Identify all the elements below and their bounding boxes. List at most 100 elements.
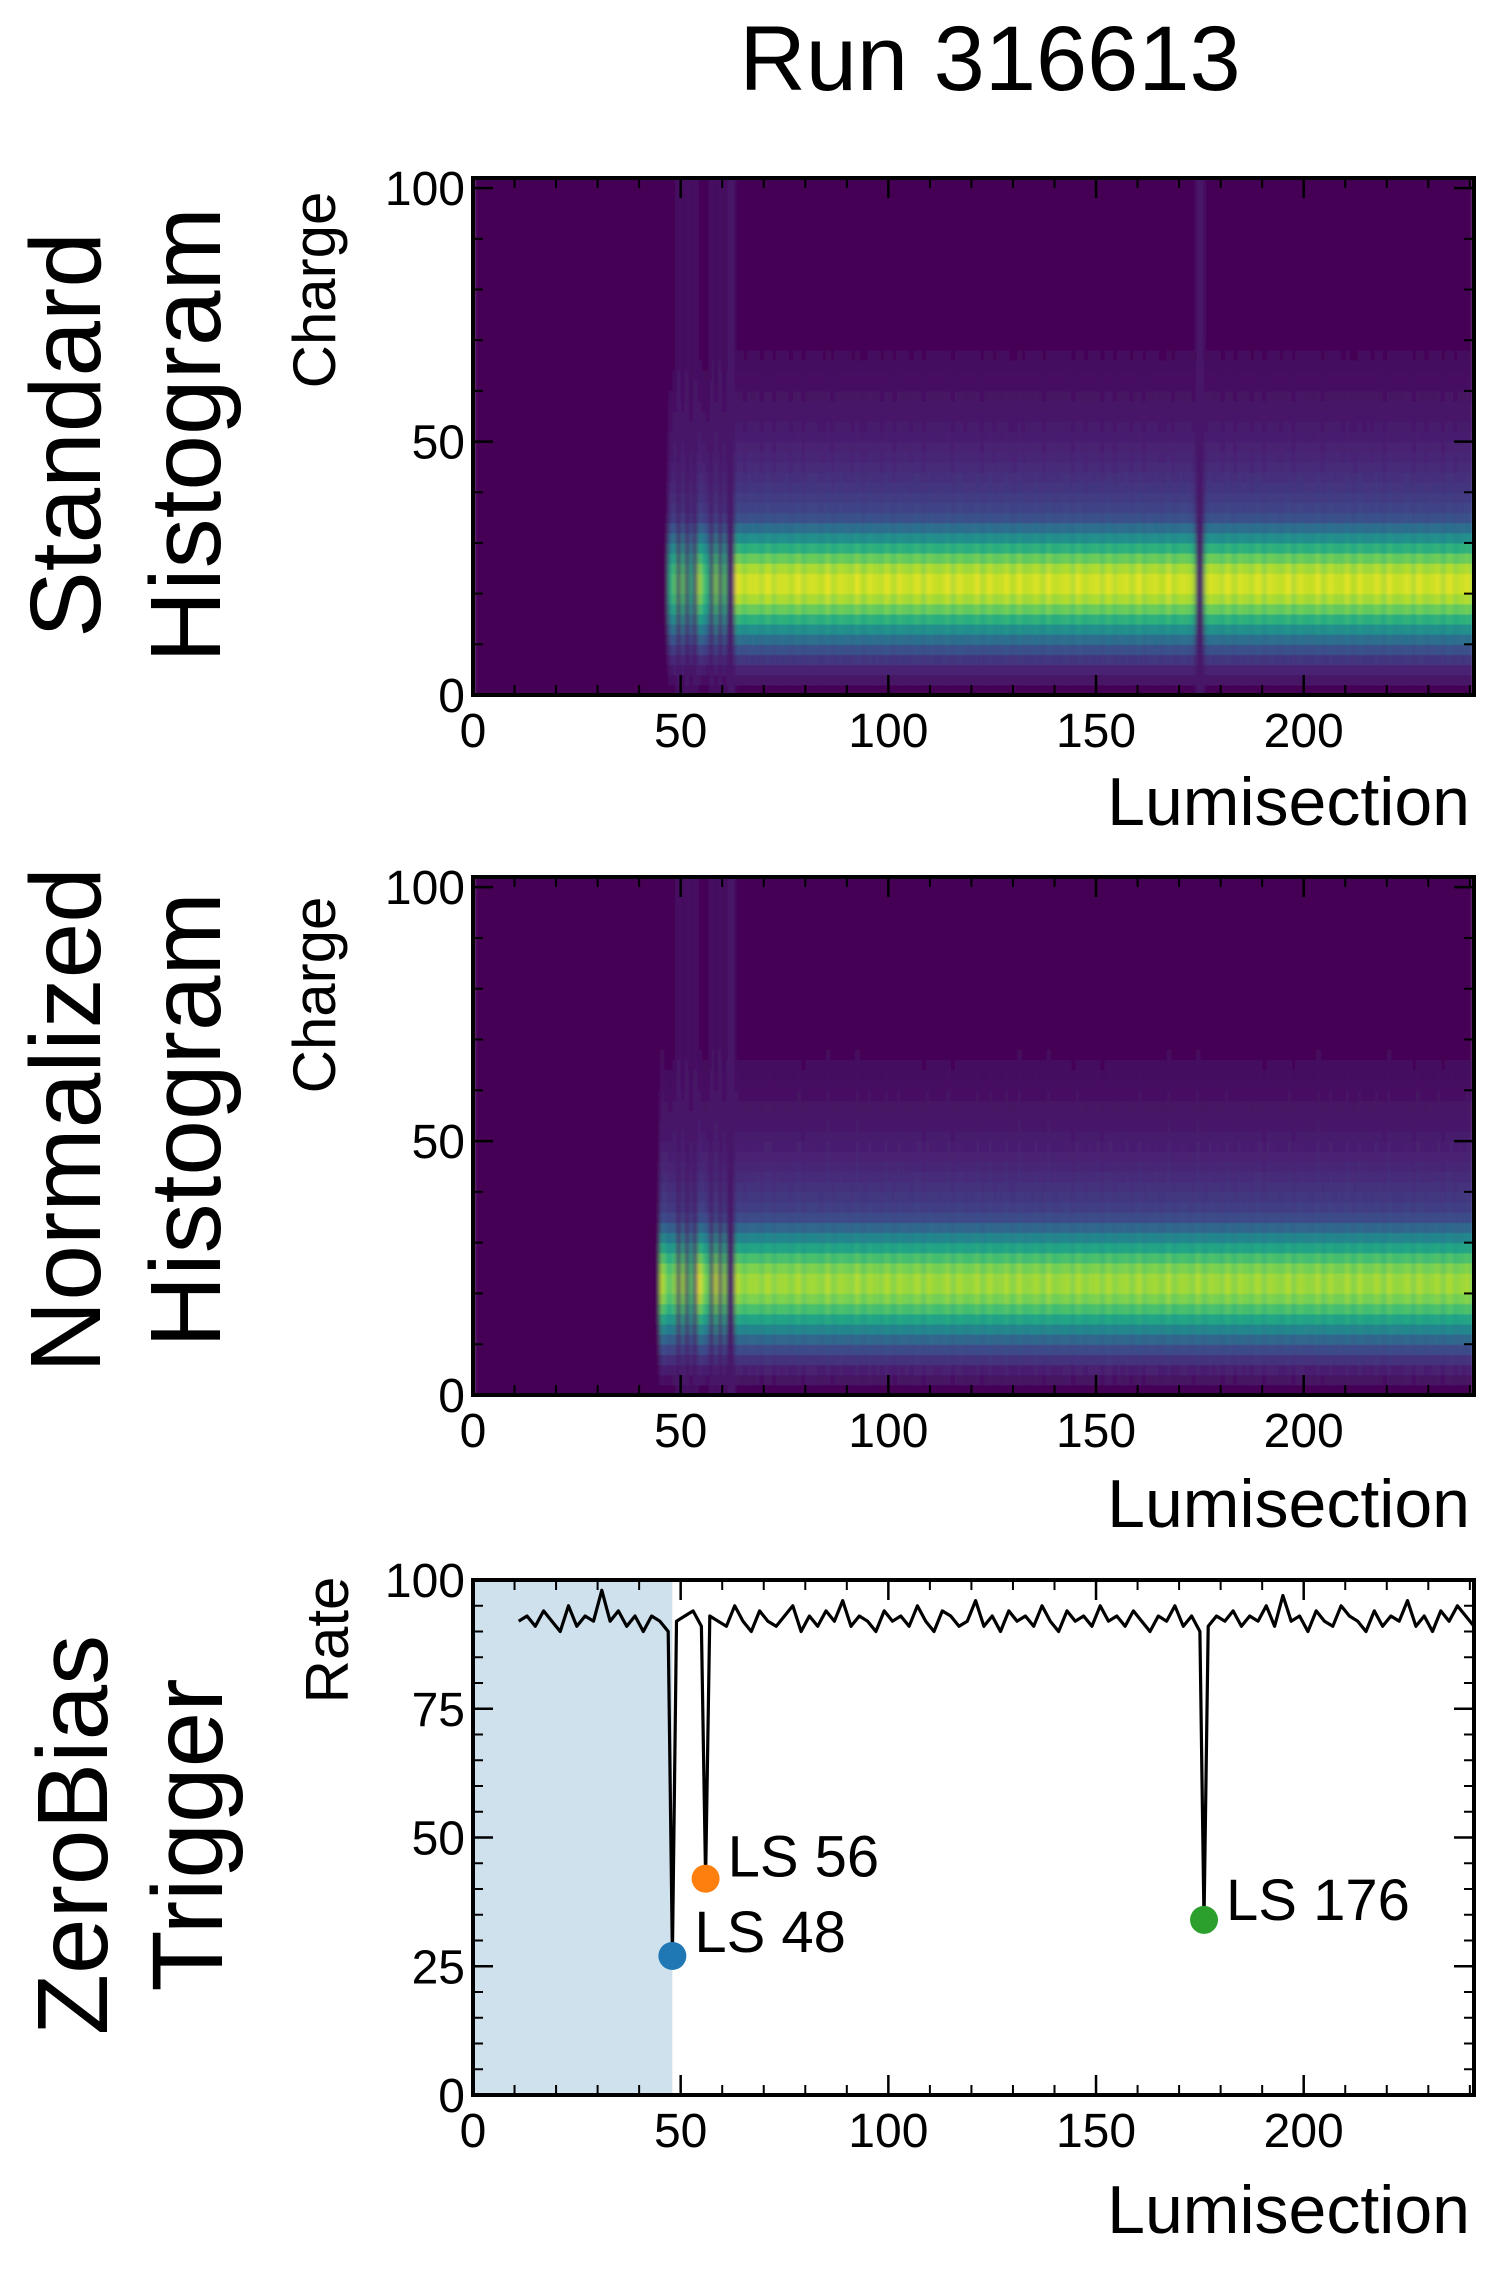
heatmap-cell <box>767 390 773 402</box>
heatmap-cell <box>963 634 968 645</box>
heatmap-cell <box>776 492 781 503</box>
heatmap-cell <box>742 644 748 656</box>
heatmap-cell <box>1008 411 1014 422</box>
heatmap-cell <box>875 512 881 524</box>
heatmap-cell <box>1046 532 1051 544</box>
heatmap-cell <box>1008 532 1014 544</box>
heatmap-cell <box>684 461 690 473</box>
heatmap-cell <box>676 431 682 443</box>
heatmap-cell <box>801 654 806 666</box>
heatmap-cell <box>929 411 935 422</box>
heatmap-cell <box>1241 380 1247 392</box>
heatmap-cell <box>796 532 802 544</box>
heatmap-cell <box>1166 593 1172 605</box>
heatmap-cell <box>1029 522 1035 534</box>
heatmap-cell <box>676 684 682 696</box>
heatmap-cell <box>759 532 765 544</box>
heatmap-cell <box>1228 583 1234 595</box>
heatmap-cell <box>867 401 873 412</box>
heatmap-cell <box>1162 563 1168 574</box>
heatmap-cell <box>983 390 989 402</box>
heatmap-cell <box>676 471 682 483</box>
heatmap-cell <box>697 664 703 676</box>
heatmap-cell <box>1112 573 1118 585</box>
heatmap-cell <box>713 664 719 676</box>
heatmap-cell <box>958 654 964 666</box>
heatmap-cell <box>1262 563 1267 574</box>
heatmap-cell <box>693 360 698 372</box>
heatmap-cell <box>1008 613 1014 625</box>
heatmap-cell <box>855 421 860 433</box>
heatmap-cell <box>1017 573 1022 585</box>
heatmap-cell <box>826 390 831 402</box>
heatmap-cell <box>979 401 985 412</box>
heatmap-cell <box>1050 360 1056 372</box>
heatmap-cell <box>1224 492 1230 503</box>
heatmap-cell <box>738 522 744 534</box>
heatmap-cell <box>1112 441 1118 453</box>
heatmap-cell <box>971 644 977 656</box>
heatmap-cell <box>909 431 914 443</box>
heatmap-cell <box>788 654 794 666</box>
heatmap-cell <box>929 401 935 412</box>
heatmap-cell <box>867 553 873 564</box>
heatmap-cell <box>884 441 889 453</box>
heatmap-cell <box>1212 471 1218 483</box>
heatmap-cell <box>1050 482 1056 493</box>
heatmap-cell <box>1195 492 1201 503</box>
heatmap-cell <box>888 644 894 656</box>
heatmap-cell <box>1017 634 1022 645</box>
heatmap-cell <box>668 461 673 473</box>
heatmap-cell <box>1220 461 1226 473</box>
heatmap-cell <box>884 593 889 605</box>
heatmap-cell <box>730 563 736 574</box>
heatmap-cell <box>1183 390 1189 402</box>
heatmap-cell <box>850 380 856 392</box>
heatmap-cell <box>867 421 873 433</box>
heatmap-cell <box>1179 421 1184 433</box>
heatmap-cell <box>738 482 744 493</box>
heatmap-cell <box>838 421 844 433</box>
heatmap-cell <box>1037 573 1043 585</box>
heatmap-cell <box>867 522 873 534</box>
heatmap-cell <box>1071 451 1076 463</box>
heatmap-cell <box>992 451 997 463</box>
heatmap-cell <box>838 360 844 372</box>
heatmap-cell <box>1204 674 1209 686</box>
heatmap-cell <box>709 218 715 230</box>
heatmap-cell <box>1141 390 1147 402</box>
heatmap-cell <box>767 441 773 453</box>
heatmap-cell <box>963 674 968 686</box>
heatmap-cell <box>1191 390 1197 402</box>
heatmap-cell <box>925 553 931 564</box>
heatmap-cell <box>875 532 881 544</box>
heatmap-cell <box>1204 421 1209 433</box>
heatmap-cell <box>1133 563 1139 574</box>
heatmap-cell <box>971 401 977 412</box>
heatmap-cell <box>1091 573 1097 585</box>
heatmap-cell <box>1087 542 1093 554</box>
heatmap-cell <box>880 390 885 402</box>
heatmap-cell <box>1224 654 1230 666</box>
heatmap-cell <box>1029 532 1035 544</box>
heatmap-cell <box>1258 654 1263 666</box>
heatmap-cell <box>859 603 865 615</box>
heatmap-cell <box>1154 624 1159 635</box>
heatmap-cell <box>1212 542 1218 554</box>
heatmap-cell <box>1258 674 1263 686</box>
heatmap-cell <box>1037 644 1043 656</box>
heatmap-cell <box>801 644 806 656</box>
heatmap-cell <box>763 532 769 544</box>
heatmap-cell <box>676 248 682 260</box>
heatmap-cell <box>726 451 732 463</box>
heatmap-cell <box>1133 350 1139 362</box>
heatmap-cell <box>917 512 923 524</box>
heatmap-cell <box>1162 482 1168 493</box>
heatmap-cell <box>846 573 852 585</box>
heatmap-cell <box>996 603 1002 615</box>
heatmap-cell <box>1129 421 1135 433</box>
heatmap-cell <box>1062 664 1068 676</box>
heatmap-cell <box>1058 411 1064 422</box>
heatmap-cell <box>821 441 827 453</box>
heatmap-cell <box>1204 461 1209 473</box>
